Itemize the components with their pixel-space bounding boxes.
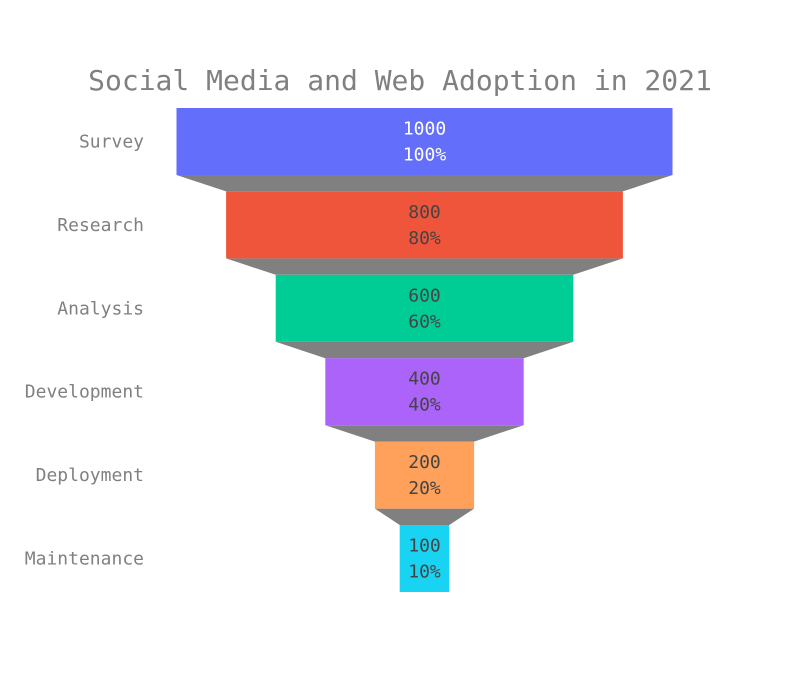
percent-label: 100% bbox=[403, 145, 447, 166]
value-label: 400 bbox=[408, 369, 441, 390]
stage-label: Analysis bbox=[57, 298, 144, 319]
funnel-bars bbox=[176, 108, 673, 592]
value-labels: 1000 100% 800 80% 600 60% 400 40% 200 20% 100 10% bbox=[403, 119, 447, 583]
value-label: 200 bbox=[408, 452, 441, 473]
funnel-bar-deployment bbox=[374, 441, 475, 509]
stage-label: Maintenance bbox=[25, 549, 144, 570]
percent-label: 60% bbox=[408, 311, 441, 332]
value-label: 800 bbox=[408, 202, 441, 223]
funnel-connectors bbox=[176, 175, 673, 525]
value-label: 600 bbox=[408, 285, 441, 306]
stage-label: Research bbox=[57, 215, 144, 236]
percent-label: 20% bbox=[408, 478, 441, 499]
funnel-bar-research bbox=[226, 191, 623, 259]
percent-label: 40% bbox=[408, 395, 441, 416]
stage-labels: Survey Research Analysis Development Deploym… bbox=[25, 132, 144, 570]
stage-label: Development bbox=[25, 382, 144, 403]
stage-label: Survey bbox=[79, 132, 144, 153]
funnel-bar-analysis bbox=[275, 274, 574, 342]
chart-title: Social Media and Web Adoption in 2021 bbox=[88, 64, 712, 97]
stage-label: Deployment bbox=[36, 465, 144, 486]
value-label: 1000 bbox=[403, 119, 446, 140]
funnel-bar-survey bbox=[176, 108, 673, 175]
funnel-connector bbox=[275, 341, 574, 359]
funnel-connector bbox=[374, 508, 475, 525]
funnel-connector bbox=[226, 258, 623, 275]
funnel-connector bbox=[325, 425, 524, 442]
value-label: 100 bbox=[408, 536, 441, 557]
funnel-connector bbox=[176, 175, 673, 192]
funnel-bar-development bbox=[325, 358, 524, 426]
funnel-bar-maintenance bbox=[399, 525, 450, 592]
percent-label: 80% bbox=[408, 228, 441, 249]
percent-label: 10% bbox=[408, 562, 441, 583]
